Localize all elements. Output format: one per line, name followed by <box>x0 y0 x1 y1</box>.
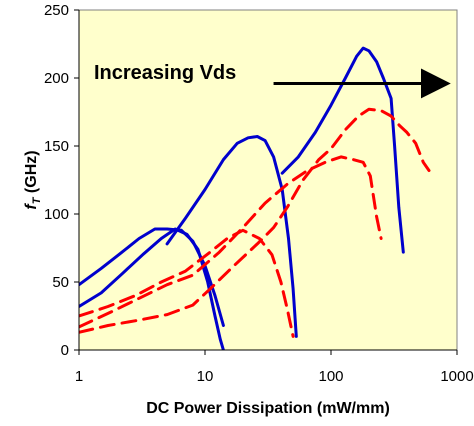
y-tick-label: 150 <box>44 138 69 155</box>
series-line-3 <box>165 135 298 338</box>
y-tick-label: 250 <box>44 2 69 19</box>
series-line-6 <box>79 155 383 329</box>
series-line-5 <box>79 228 295 338</box>
y-tick-label: 50 <box>52 274 69 291</box>
plot-background <box>79 10 457 350</box>
y-tick-label: 0 <box>61 342 69 359</box>
annotation-text: Increasing Vds <box>94 62 236 84</box>
x-axis-title: DC Power Dissipation (mW/mm) <box>146 400 390 417</box>
x-tick-label: 1 <box>75 368 83 385</box>
y-tick-label: 100 <box>44 206 69 223</box>
x-tick-label: 1000 <box>440 368 473 385</box>
series-line-4 <box>280 46 405 254</box>
y-tick-label: 200 <box>44 70 69 87</box>
y-axis-title: fT (GHz) <box>23 150 43 209</box>
x-tick-label: 10 <box>197 368 214 385</box>
series-line-2 <box>79 227 225 327</box>
series-line-7 <box>79 107 431 334</box>
x-tick-label: 100 <box>318 368 343 385</box>
